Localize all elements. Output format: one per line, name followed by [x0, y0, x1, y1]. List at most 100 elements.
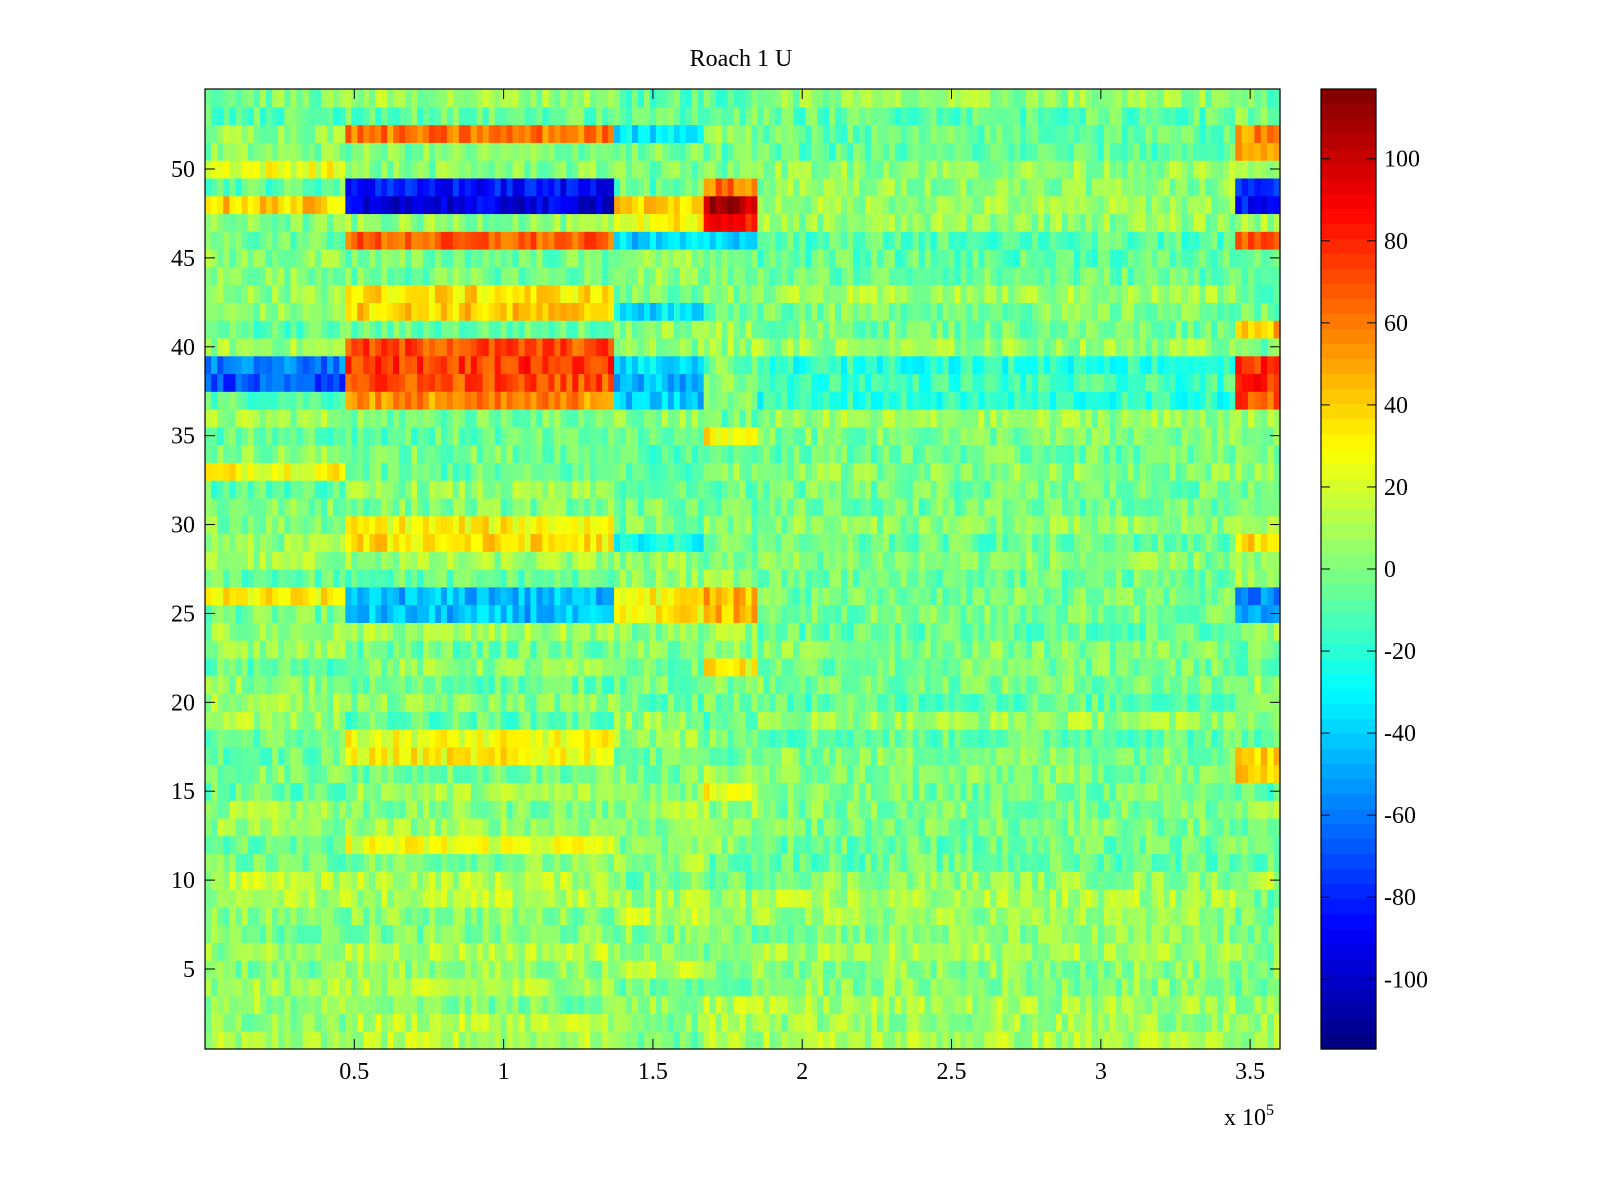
heatmap-cell — [393, 1031, 400, 1050]
heatmap-cell — [369, 586, 376, 606]
heatmap-cell — [602, 942, 609, 961]
heatmap-cell — [721, 906, 729, 926]
heatmap-cell — [614, 195, 621, 215]
heatmap-cell — [229, 657, 237, 677]
heatmap-cell — [272, 266, 279, 286]
heatmap-cell — [614, 924, 621, 943]
heatmap-cell — [211, 640, 218, 659]
heatmap-cell — [614, 640, 621, 659]
heatmap-cell — [739, 995, 747, 1015]
heatmap-cell — [506, 889, 514, 908]
heatmap-cell — [327, 124, 334, 143]
heatmap-cell — [434, 800, 442, 819]
heatmap-cell — [524, 995, 532, 1015]
heatmap-cell — [745, 604, 753, 623]
heatmap-cell — [229, 391, 237, 410]
heatmap-cell — [626, 533, 633, 552]
heatmap-cell — [506, 906, 514, 926]
heatmap-cell — [488, 942, 496, 961]
heatmap-cell — [333, 995, 340, 1015]
heatmap-cell — [345, 675, 352, 695]
heatmap-cell — [745, 302, 753, 321]
heatmap-cell — [667, 693, 675, 712]
heatmap-cell — [620, 942, 627, 961]
heatmap-cell — [530, 142, 538, 161]
heatmap-cell — [560, 569, 567, 588]
heatmap-cell — [422, 302, 430, 321]
heatmap-cell — [590, 497, 597, 517]
heatmap-cell — [524, 480, 532, 499]
heatmap-cell — [542, 817, 549, 837]
heatmap-cell — [488, 782, 496, 801]
heatmap-cell — [440, 622, 448, 641]
heatmap-cell — [345, 124, 352, 143]
heatmap-cell — [259, 942, 267, 961]
heatmap-cell — [464, 942, 472, 961]
heatmap-cell — [266, 124, 273, 143]
heatmap-cell — [278, 462, 285, 481]
heatmap-cell — [217, 995, 224, 1015]
heatmap-cell — [476, 871, 484, 890]
heatmap-cell — [482, 586, 490, 606]
heatmap-cell — [308, 266, 316, 286]
heatmap-cell — [829, 1031, 836, 1050]
heatmap-cell — [363, 1031, 370, 1050]
heatmap-cell — [357, 409, 364, 428]
heatmap-cell — [387, 622, 394, 641]
heatmap-cell — [308, 1031, 316, 1050]
heatmap-cell — [626, 764, 633, 783]
heatmap-cell — [253, 729, 261, 748]
heatmap-cell — [369, 124, 376, 143]
heatmap-cell — [351, 622, 358, 641]
heatmap-cell — [452, 960, 460, 979]
heatmap-cell — [572, 302, 579, 321]
heatmap-cell — [333, 533, 340, 552]
heatmap-cell — [536, 693, 544, 712]
heatmap-cell — [745, 409, 753, 428]
heatmap-cell — [363, 960, 370, 979]
heatmap-cell — [284, 106, 292, 126]
heatmap-cell — [578, 515, 585, 535]
heatmap-cell — [247, 213, 255, 232]
heatmap-cell — [345, 551, 352, 570]
heatmap-cell — [393, 889, 400, 908]
heatmap-cell — [345, 800, 352, 819]
heatmap-cell — [649, 106, 657, 126]
heatmap-cell — [333, 817, 340, 837]
heatmap-cell — [464, 800, 472, 819]
heatmap-cell — [296, 515, 304, 535]
heatmap-cell — [205, 1031, 212, 1050]
heatmap-cell — [685, 231, 693, 250]
heatmap-cell — [709, 195, 717, 215]
heatmap-cell — [399, 711, 406, 730]
heatmap-cell — [643, 871, 651, 890]
heatmap-cell — [278, 266, 285, 286]
heatmap-cell — [608, 391, 615, 410]
heatmap-cell — [751, 497, 759, 517]
heatmap-cell — [458, 551, 466, 570]
heatmap-cell — [428, 800, 436, 819]
heatmap-cell — [428, 675, 436, 695]
heatmap-cell — [476, 817, 484, 837]
heatmap-cell — [602, 515, 609, 535]
heatmap-cell — [745, 853, 753, 872]
heatmap-cell — [272, 746, 279, 766]
heatmap-cell — [626, 622, 633, 641]
heatmap-cell — [272, 497, 279, 517]
heatmap-cell — [536, 124, 544, 143]
heatmap-cell — [327, 889, 334, 908]
heatmap-cell — [524, 320, 532, 339]
heatmap-cell — [679, 729, 687, 748]
heatmap-cell — [655, 249, 663, 268]
heatmap-cell — [596, 906, 603, 926]
heatmap-cell — [614, 569, 621, 588]
heatmap-cell — [661, 533, 669, 552]
heatmap-cell — [308, 960, 316, 979]
heatmap-cell — [217, 515, 224, 535]
heatmap-cell — [211, 551, 218, 570]
heatmap-cell — [482, 462, 490, 481]
heatmap-cell — [751, 782, 759, 801]
heatmap-cell — [417, 995, 424, 1015]
heatmap-cell — [691, 782, 699, 801]
heatmap-cell — [542, 782, 549, 801]
